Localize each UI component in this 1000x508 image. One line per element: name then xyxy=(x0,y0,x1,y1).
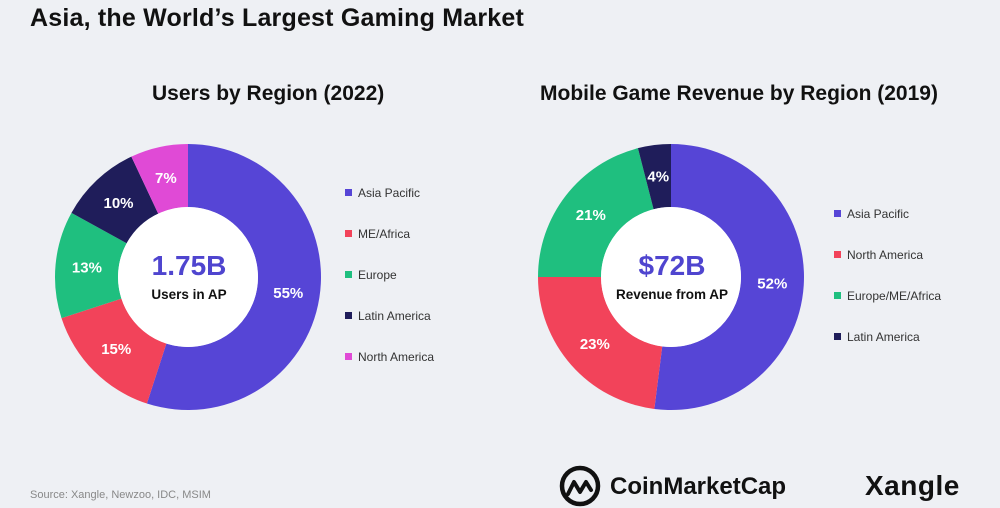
revenue-legend-item: North America xyxy=(834,234,941,275)
users-label-me-africa: 15% xyxy=(101,341,131,358)
users-legend-item: Europe xyxy=(345,254,434,295)
revenue-legend-swatch xyxy=(834,251,841,258)
users-legend-item: Latin America xyxy=(345,295,434,336)
revenue-donut-chart: 52% 23% 21% 4% xyxy=(538,144,804,410)
revenue-legend-label: Latin America xyxy=(847,329,920,344)
revenue-legend-swatch xyxy=(834,333,841,340)
revenue-label-north-america: 23% xyxy=(580,336,610,353)
users-slice-latin-america xyxy=(71,156,159,244)
users-donut-chart: 55% 15% 13% 10% 7% xyxy=(55,144,322,411)
coinmarketcap-logo-icon xyxy=(559,465,601,507)
users-slice-north-america xyxy=(131,144,188,214)
users-legend-item: Asia Pacific xyxy=(345,172,434,213)
revenue-legend-item: Asia Pacific xyxy=(834,193,941,234)
users-legend-swatch xyxy=(345,353,352,360)
revenue-legend-item: Europe/ME/Africa xyxy=(834,275,941,316)
chart-title-users: Users by Region (2022) xyxy=(152,82,385,105)
revenue-donut-hole xyxy=(601,207,741,347)
revenue-label-europe-me-africa: 21% xyxy=(576,207,606,224)
users-legend-label: Asia Pacific xyxy=(358,185,421,200)
users-label-europe: 13% xyxy=(72,259,102,276)
users-legend-item: North America xyxy=(345,336,434,377)
main-title: Asia, the World’s Largest Gaming Market xyxy=(30,4,525,32)
revenue-slice-europe-me-africa xyxy=(538,148,654,277)
revenue-legend-item: Latin America xyxy=(834,316,941,357)
users-legend-swatch xyxy=(345,230,352,237)
users-label-asia-pacific: 55% xyxy=(273,285,303,302)
revenue-slice-north-america xyxy=(538,277,663,409)
revenue-label-latin-america: 4% xyxy=(647,168,669,185)
revenue-legend: Asia Pacific North America Europe/ME/Afric… xyxy=(834,193,941,357)
users-legend-swatch xyxy=(345,312,352,319)
revenue-legend-label: North America xyxy=(847,247,924,262)
users-center-label: Users in AP xyxy=(151,287,227,302)
users-legend: Asia Pacific ME/Africa Europe Latin America… xyxy=(345,172,434,377)
users-slice-asia-pacific xyxy=(146,144,322,411)
revenue-legend-label: Europe/ME/Africa xyxy=(847,288,942,303)
users-legend-swatch xyxy=(345,271,352,278)
users-center-value: 1.75B xyxy=(151,250,227,281)
users-legend-label: ME/Africa xyxy=(358,226,411,241)
users-legend-swatch xyxy=(345,189,352,196)
users-legend-label: Europe xyxy=(358,267,397,282)
users-slice-europe xyxy=(55,212,127,319)
revenue-legend-swatch xyxy=(834,292,841,299)
revenue-center-value: $72B xyxy=(638,250,706,281)
revenue-center-label: Revenue from AP xyxy=(615,287,729,302)
users-legend-item: ME/Africa xyxy=(345,213,434,254)
revenue-slice-asia-pacific xyxy=(654,144,804,410)
users-label-latin-america: 10% xyxy=(104,195,134,212)
chart-title-revenue: Mobile Game Revenue by Region (2019) xyxy=(540,82,938,105)
coinmarketcap-brand: CoinMarketCap xyxy=(610,473,787,500)
revenue-label-asia-pacific: 52% xyxy=(757,275,787,292)
revenue-legend-label: Asia Pacific xyxy=(847,206,910,221)
revenue-legend-swatch xyxy=(834,210,841,217)
source-note: Source: Xangle, Newzoo, IDC, MSIM xyxy=(30,489,211,501)
users-legend-label: Latin America xyxy=(358,308,431,323)
revenue-slice-latin-america xyxy=(637,144,671,210)
users-label-north-america: 7% xyxy=(155,170,177,187)
xangle-brand: Xangle xyxy=(865,470,960,501)
users-donut-hole xyxy=(118,207,258,347)
users-slice-me-africa xyxy=(61,298,167,404)
users-legend-label: North America xyxy=(358,349,435,364)
